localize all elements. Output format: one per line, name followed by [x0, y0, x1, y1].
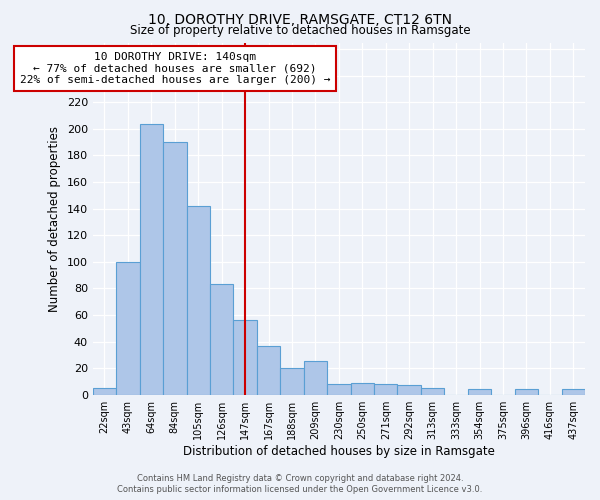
Bar [116, 262, 140, 394]
Bar [210, 284, 233, 395]
Bar [304, 362, 327, 394]
Bar [421, 388, 445, 394]
Bar [515, 390, 538, 394]
Bar [397, 386, 421, 394]
Text: Contains HM Land Registry data © Crown copyright and database right 2024.
Contai: Contains HM Land Registry data © Crown c… [118, 474, 482, 494]
Bar [233, 320, 257, 394]
Y-axis label: Number of detached properties: Number of detached properties [48, 126, 61, 312]
Text: 10, DOROTHY DRIVE, RAMSGATE, CT12 6TN: 10, DOROTHY DRIVE, RAMSGATE, CT12 6TN [148, 12, 452, 26]
Bar [562, 390, 585, 394]
Bar [374, 384, 397, 394]
Bar [350, 382, 374, 394]
Bar [93, 388, 116, 394]
Bar [187, 206, 210, 394]
Bar [140, 124, 163, 394]
Bar [257, 346, 280, 395]
Bar [468, 390, 491, 394]
X-axis label: Distribution of detached houses by size in Ramsgate: Distribution of detached houses by size … [183, 444, 495, 458]
Text: 10 DOROTHY DRIVE: 140sqm
← 77% of detached houses are smaller (692)
22% of semi-: 10 DOROTHY DRIVE: 140sqm ← 77% of detach… [20, 52, 330, 85]
Bar [163, 142, 187, 395]
Text: Size of property relative to detached houses in Ramsgate: Size of property relative to detached ho… [130, 24, 470, 37]
Bar [327, 384, 350, 394]
Bar [280, 368, 304, 394]
